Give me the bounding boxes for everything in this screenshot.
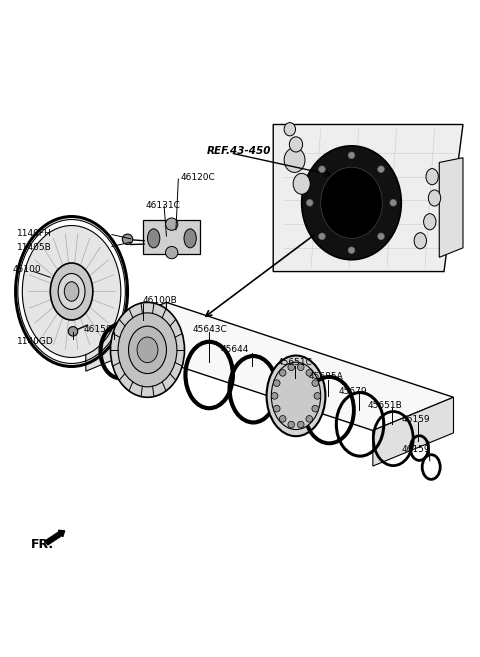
Ellipse shape	[306, 369, 312, 376]
Ellipse shape	[288, 364, 295, 371]
Text: 46100B: 46100B	[143, 296, 178, 306]
Circle shape	[378, 166, 384, 173]
Polygon shape	[273, 124, 463, 271]
Ellipse shape	[50, 263, 93, 320]
Ellipse shape	[306, 415, 312, 422]
Text: FR.: FR.	[31, 538, 54, 551]
Text: 46159: 46159	[401, 445, 430, 454]
Text: 46159: 46159	[401, 415, 430, 424]
Ellipse shape	[284, 123, 296, 136]
Text: 45651B: 45651B	[367, 401, 402, 410]
Ellipse shape	[271, 392, 278, 399]
Ellipse shape	[64, 282, 79, 302]
Text: 11405B: 11405B	[17, 243, 52, 252]
Circle shape	[390, 200, 396, 206]
Text: 1140GD: 1140GD	[17, 337, 54, 346]
Circle shape	[348, 247, 355, 254]
Ellipse shape	[166, 246, 178, 259]
Text: 45643C: 45643C	[192, 325, 228, 334]
Ellipse shape	[166, 218, 178, 231]
Ellipse shape	[58, 273, 85, 309]
Ellipse shape	[147, 229, 160, 248]
Ellipse shape	[298, 421, 304, 428]
Ellipse shape	[184, 229, 196, 248]
Ellipse shape	[68, 327, 78, 336]
Text: 45651C: 45651C	[278, 358, 313, 367]
Text: 45100: 45100	[12, 265, 41, 274]
Ellipse shape	[312, 405, 319, 412]
Circle shape	[319, 166, 325, 173]
Ellipse shape	[137, 337, 158, 363]
Ellipse shape	[110, 302, 184, 397]
Text: 45679: 45679	[339, 386, 367, 396]
Ellipse shape	[266, 355, 325, 436]
Ellipse shape	[274, 405, 280, 412]
Text: 45644: 45644	[221, 346, 250, 354]
Ellipse shape	[298, 364, 304, 371]
Text: 46158: 46158	[84, 325, 112, 334]
Circle shape	[378, 233, 384, 240]
Ellipse shape	[284, 148, 305, 172]
Text: REF.43-450: REF.43-450	[207, 146, 271, 156]
Ellipse shape	[118, 313, 177, 387]
Ellipse shape	[293, 173, 310, 194]
Ellipse shape	[301, 146, 401, 260]
Polygon shape	[86, 302, 167, 371]
Polygon shape	[143, 220, 200, 254]
Ellipse shape	[279, 369, 286, 376]
Text: 46131C: 46131C	[145, 200, 180, 210]
Ellipse shape	[22, 225, 121, 357]
Polygon shape	[439, 158, 463, 258]
Ellipse shape	[271, 362, 321, 430]
Ellipse shape	[414, 233, 426, 249]
Ellipse shape	[279, 415, 286, 422]
Text: 1140FH: 1140FH	[17, 229, 52, 238]
Text: 45685A: 45685A	[309, 373, 344, 382]
Circle shape	[348, 152, 355, 158]
Ellipse shape	[122, 234, 133, 244]
Ellipse shape	[274, 380, 280, 386]
Ellipse shape	[129, 326, 167, 374]
Circle shape	[306, 200, 313, 206]
Ellipse shape	[426, 169, 438, 185]
Ellipse shape	[314, 392, 321, 399]
Ellipse shape	[428, 190, 441, 206]
Ellipse shape	[289, 137, 302, 152]
Circle shape	[319, 233, 325, 240]
Polygon shape	[373, 397, 454, 466]
Ellipse shape	[321, 167, 383, 238]
FancyArrow shape	[45, 530, 65, 545]
Ellipse shape	[312, 380, 319, 386]
Ellipse shape	[424, 214, 436, 230]
Polygon shape	[86, 302, 454, 430]
Ellipse shape	[288, 421, 295, 428]
Text: 46120C: 46120C	[180, 173, 216, 182]
